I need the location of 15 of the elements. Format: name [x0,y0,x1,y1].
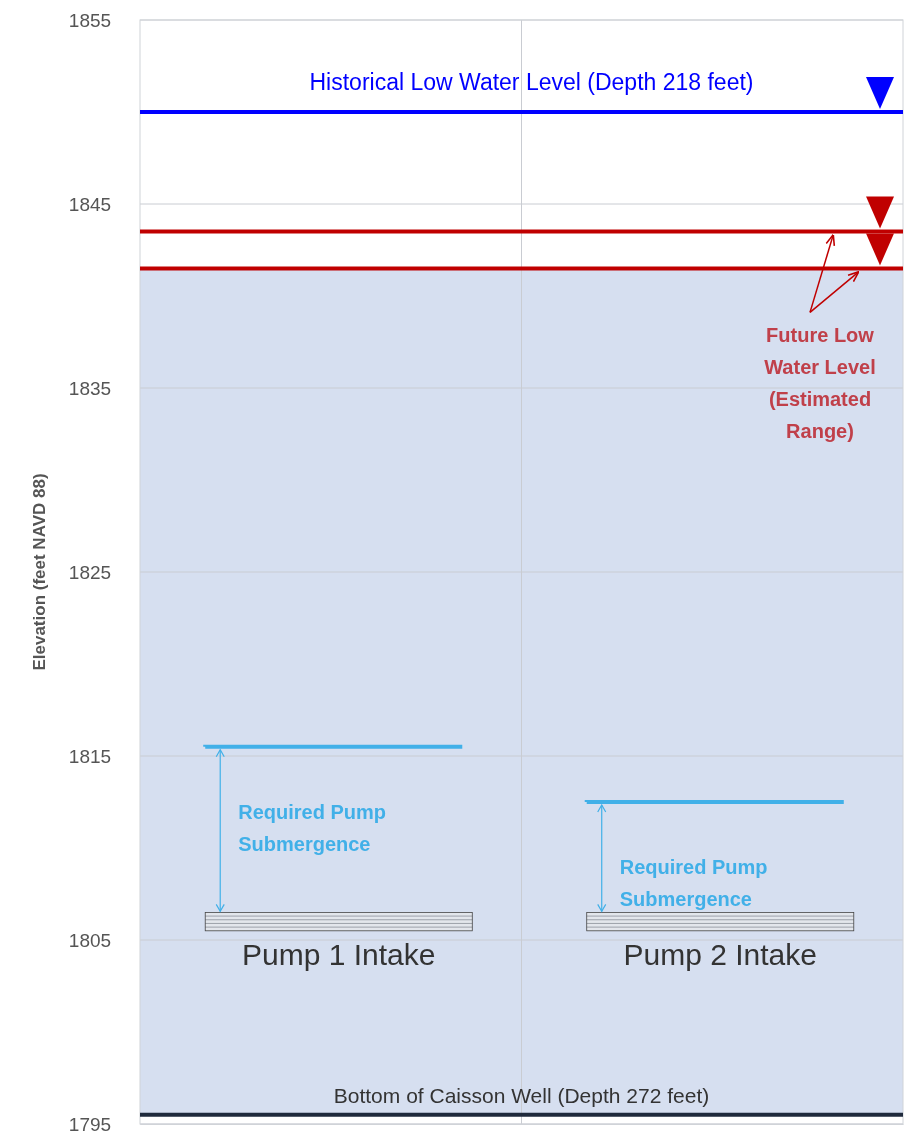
data-label: Required Pump Submergence [619,856,768,910]
ref-line-label: Historical Low Water Level (Depth 218 feet) [309,69,754,95]
legend-label: Future Low Water Level (Estimated Range) [764,324,876,443]
y-tick-label: 1815 [68,745,112,767]
y-tick-label: 1855 [68,9,112,31]
y-tick-label: 1805 [68,929,112,951]
y-tick-label: 1835 [68,377,112,399]
y-tick-label: 1825 [68,561,112,583]
y-axis-title: Elevation (feet NAVD 88) [30,473,49,671]
ref-line-label: Bottom of Caisson Well (Depth 272 feet) [333,1083,710,1107]
y-tick-label: 1845 [68,193,112,215]
data-label: Required Pump Submergence [238,800,387,855]
data-label: Pump 1 Intake [242,937,436,971]
y-tick-label: 1795 [68,1113,112,1135]
data-label: Pump 2 Intake [623,937,817,971]
